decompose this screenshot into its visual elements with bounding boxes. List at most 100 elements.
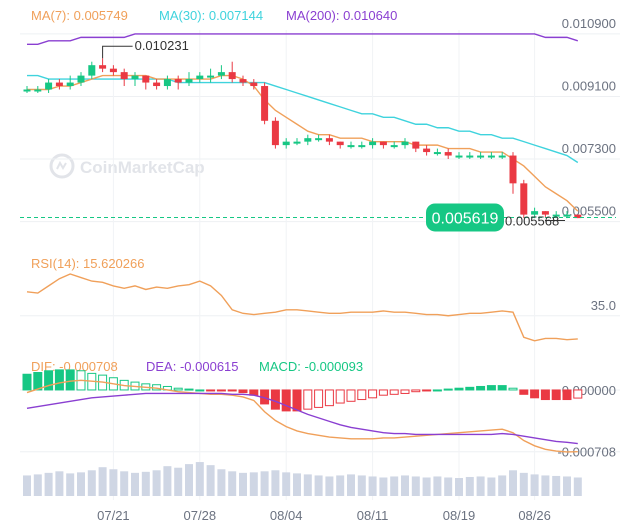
volume-bar xyxy=(530,474,539,496)
macd-bar xyxy=(454,387,464,391)
y-tick-label: 0.007300 xyxy=(562,141,616,156)
candle-body xyxy=(45,82,53,90)
volume-bar xyxy=(476,476,485,496)
macd-panel: DIF: -0.000708 DEA: -0.000615 MACD: -0.0… xyxy=(22,359,616,460)
price-series xyxy=(23,33,582,219)
candle-body xyxy=(390,145,398,148)
candle-body xyxy=(109,68,117,73)
volume-bar xyxy=(552,475,561,496)
volume-bar xyxy=(390,476,399,496)
legend-dif: DIF: -0.000708 xyxy=(31,359,118,374)
volume-bar xyxy=(239,472,247,496)
candle-body xyxy=(379,141,387,146)
volume-bar xyxy=(217,469,226,496)
macd-bar xyxy=(314,389,324,408)
macd-bar xyxy=(368,389,378,399)
candle-body xyxy=(347,145,355,148)
candle-body xyxy=(120,72,128,80)
volume-bar xyxy=(260,471,269,496)
candle-body xyxy=(520,183,528,215)
macd-bar xyxy=(486,385,496,391)
macd-bar xyxy=(573,389,583,399)
candle-body xyxy=(304,138,312,142)
volume-bar xyxy=(271,470,280,496)
candle-body xyxy=(174,79,182,83)
candle-body xyxy=(325,138,333,142)
volume-bar xyxy=(282,472,291,496)
candle-body xyxy=(142,75,150,83)
macd-bar xyxy=(324,389,334,407)
candle-body xyxy=(131,75,139,80)
macd-bar xyxy=(346,389,356,402)
price-annotations: 0.010231 0.005568 0.005619 xyxy=(20,38,616,232)
rsi-line xyxy=(26,273,578,342)
volume-bar xyxy=(455,478,463,496)
volume-bar xyxy=(519,472,528,496)
x-axis: 07/21 07/28 08/04 08/11 08/19 08/26 xyxy=(97,508,551,523)
macd-bar xyxy=(303,389,313,410)
candle-body xyxy=(423,148,431,153)
candle-body xyxy=(196,75,204,80)
macd-bar xyxy=(281,389,291,412)
legend-ma30: MA(30): 0.007144 xyxy=(159,8,263,23)
volume-bar xyxy=(141,471,150,496)
y-tick-label: 0.009100 xyxy=(562,78,616,93)
macd-bar xyxy=(378,389,388,396)
macd-bar xyxy=(195,389,205,392)
volume-bar xyxy=(573,477,582,496)
volume-bar xyxy=(336,475,345,496)
macd-bar xyxy=(22,373,32,391)
macd-bar xyxy=(184,388,194,391)
x-tick-label: 08/26 xyxy=(518,508,551,523)
candle-body xyxy=(552,214,560,217)
macd-bar xyxy=(519,389,529,395)
macd-bar xyxy=(443,388,453,391)
candle-body xyxy=(55,82,63,87)
volume-bar xyxy=(87,470,96,496)
volume-bar xyxy=(195,462,204,496)
macd-bar xyxy=(389,389,399,395)
watermark: CoinMarketCap xyxy=(49,153,205,179)
volume-bar xyxy=(563,476,571,496)
macd-bar xyxy=(33,372,43,391)
x-tick-label: 07/28 xyxy=(184,508,217,523)
macd-bar xyxy=(476,385,486,391)
volume-bar xyxy=(206,465,215,496)
candle-body xyxy=(574,214,582,219)
dif-line xyxy=(26,379,578,453)
macd-bar xyxy=(551,389,561,401)
candle-body xyxy=(271,120,279,146)
volume-bar xyxy=(303,474,312,496)
candle-body xyxy=(66,82,74,87)
volume-bar xyxy=(487,477,496,496)
candle-body xyxy=(239,79,247,83)
macd-bar xyxy=(432,389,442,392)
high-price-label: 0.010231 xyxy=(135,38,189,53)
candle-body xyxy=(153,82,161,87)
macd-bar xyxy=(65,369,75,391)
candle-body xyxy=(250,82,258,87)
macd-bar xyxy=(216,389,226,392)
candle-body xyxy=(358,145,366,148)
candle-body xyxy=(487,155,495,158)
macd-y-tick-label: -0.000708 xyxy=(557,445,616,460)
candle-body xyxy=(163,79,171,87)
candle-body xyxy=(531,211,539,215)
volume-bar xyxy=(357,475,366,496)
macd-bar xyxy=(422,389,432,392)
price-panel: MA(7): 0.005749 MA(30): 0.007144 MA(200)… xyxy=(20,8,616,232)
volume-bar xyxy=(131,472,139,496)
price-y-axis: 0.010900 0.009100 0.007300 0.005500 xyxy=(562,16,616,219)
candle-body xyxy=(34,89,42,92)
candle-body xyxy=(99,65,107,69)
rsi-y-tick-label: 35.0 xyxy=(591,298,616,313)
volume-bar xyxy=(411,476,420,496)
volume-bar xyxy=(293,473,301,496)
macd-bar xyxy=(530,389,540,399)
macd-bar xyxy=(497,385,507,391)
volume-bar xyxy=(23,475,31,496)
candle-body xyxy=(563,214,571,217)
gridlines xyxy=(20,30,620,500)
candle-body xyxy=(433,152,441,155)
candle-body xyxy=(498,155,506,158)
